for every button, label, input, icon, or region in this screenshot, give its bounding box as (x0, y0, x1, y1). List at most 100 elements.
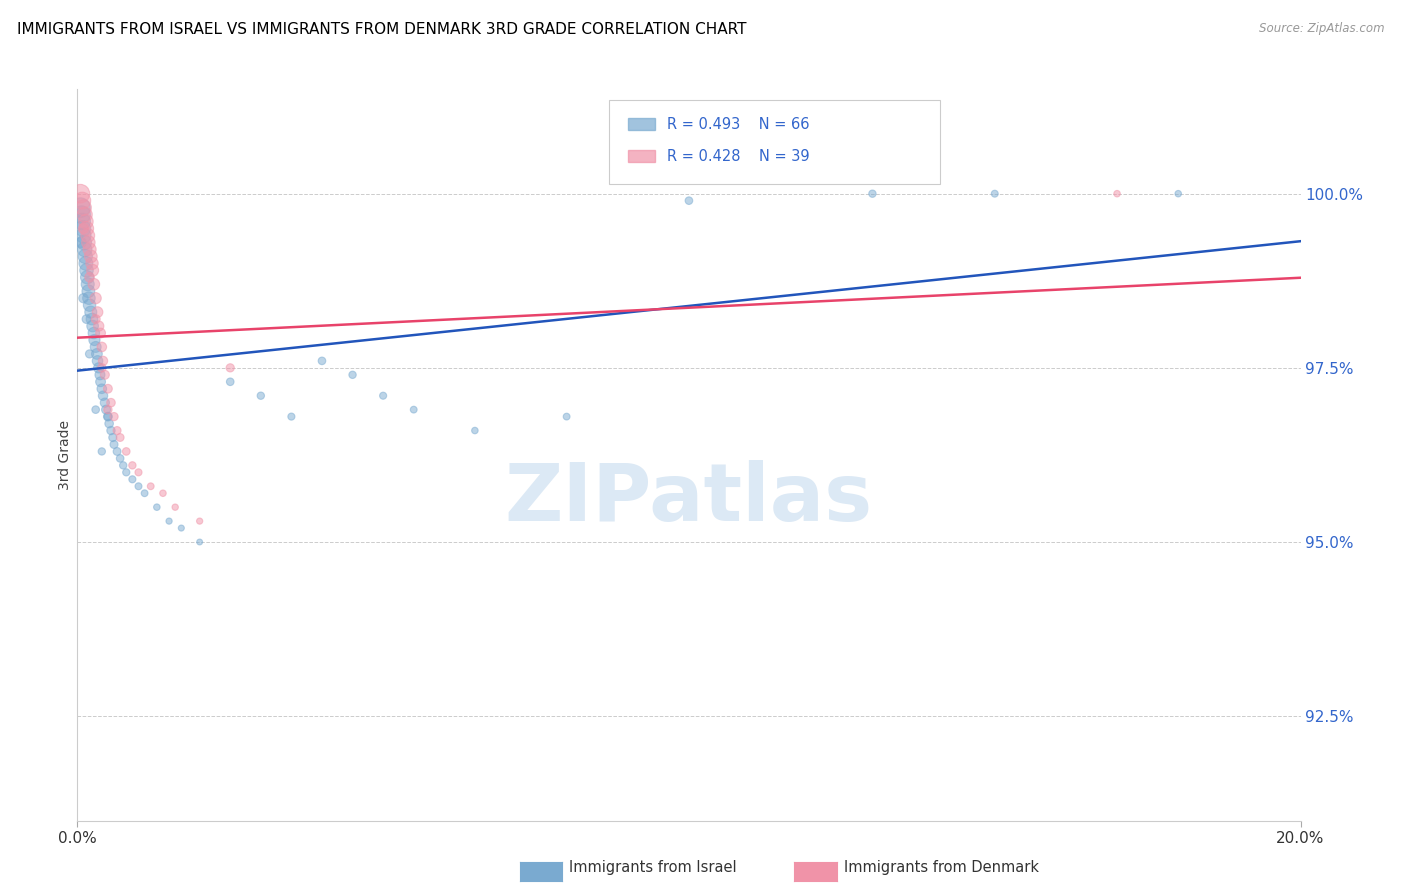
Point (94, 395, 117, 409)
Point (311, 354, 333, 368)
Point (97, 409, 120, 424)
Point (75, 256, 97, 270)
Point (76, 277, 98, 292)
Point (84, 402, 107, 417)
Point (97, 382, 120, 396)
Point (76, 270, 98, 285)
Point (91, 354, 114, 368)
Point (112, 458, 135, 473)
Point (70, 208, 93, 222)
Text: Immigrants from Denmark: Immigrants from Denmark (844, 861, 1039, 875)
FancyBboxPatch shape (628, 150, 655, 162)
Point (84, 312, 107, 326)
Point (139, 479, 162, 493)
Point (108, 451, 131, 466)
Point (79, 347, 101, 361)
Point (76, 221, 98, 235)
Point (83, 277, 105, 292)
Point (165, 500, 187, 515)
Point (862, 186, 884, 201)
Point (371, 389, 394, 403)
Point (82, 319, 104, 334)
Point (86, 354, 108, 368)
Point (90, 444, 112, 458)
Point (121, 458, 143, 473)
Point (1167, 186, 1189, 201)
Point (82, 263, 104, 277)
Point (72, 201, 94, 215)
Point (83, 333, 105, 347)
Point (87, 319, 110, 334)
Text: R = 0.493    N = 66: R = 0.493 N = 66 (666, 117, 810, 132)
Point (90, 326, 112, 340)
Point (170, 521, 193, 535)
Point (103, 409, 125, 424)
Point (678, 194, 700, 208)
Point (103, 437, 125, 451)
Point (77, 291, 100, 305)
Point (80, 312, 103, 326)
Point (402, 402, 425, 417)
Point (188, 514, 211, 528)
Point (73, 243, 96, 257)
Point (128, 479, 150, 493)
Point (94, 368, 117, 382)
Point (108, 430, 131, 444)
Point (69, 186, 91, 201)
Text: ZIPatlas: ZIPatlas (505, 459, 873, 538)
Point (75, 214, 97, 228)
Point (115, 444, 138, 458)
Point (73, 208, 96, 222)
Point (70, 194, 93, 208)
Point (83, 326, 105, 340)
Y-axis label: 3rd Grade: 3rd Grade (58, 420, 72, 490)
Point (100, 424, 122, 438)
Text: IMMIGRANTS FROM ISRAEL VS IMMIGRANTS FROM DENMARK 3RD GRADE CORRELATION CHART: IMMIGRANTS FROM ISRAEL VS IMMIGRANTS FRO… (17, 22, 747, 37)
Text: R = 0.428    N = 39: R = 0.428 N = 39 (666, 149, 810, 164)
Point (105, 444, 128, 458)
Point (90, 360, 112, 375)
Point (100, 395, 122, 409)
Point (342, 368, 364, 382)
Point (70, 214, 93, 228)
Point (76, 312, 98, 326)
Point (86, 347, 108, 361)
Point (76, 263, 98, 277)
Point (79, 243, 101, 257)
Point (79, 270, 101, 285)
Point (72, 291, 94, 305)
Point (90, 375, 112, 389)
Text: Immigrants from Israel: Immigrants from Israel (569, 861, 737, 875)
Point (157, 514, 180, 528)
Point (115, 466, 138, 480)
Point (280, 409, 302, 424)
Point (79, 298, 101, 312)
Point (69, 201, 91, 215)
Point (72, 228, 94, 243)
Point (72, 221, 94, 235)
Point (146, 500, 169, 515)
Point (72, 221, 94, 235)
Point (80, 256, 103, 270)
Point (219, 360, 242, 375)
Point (80, 249, 103, 263)
Point (75, 249, 97, 263)
Point (84, 291, 107, 305)
Point (73, 235, 96, 250)
Point (84, 340, 107, 354)
Point (76, 228, 98, 243)
Point (984, 186, 1007, 201)
Point (77, 235, 100, 250)
Point (128, 466, 150, 480)
Point (91, 389, 114, 403)
Point (121, 472, 143, 486)
Point (97, 409, 120, 424)
Point (250, 389, 273, 403)
Point (87, 360, 110, 375)
Text: Source: ZipAtlas.com: Source: ZipAtlas.com (1260, 22, 1385, 36)
Point (80, 305, 103, 319)
Point (94, 402, 117, 417)
Point (152, 486, 174, 500)
Point (89, 368, 111, 382)
Point (188, 535, 211, 549)
